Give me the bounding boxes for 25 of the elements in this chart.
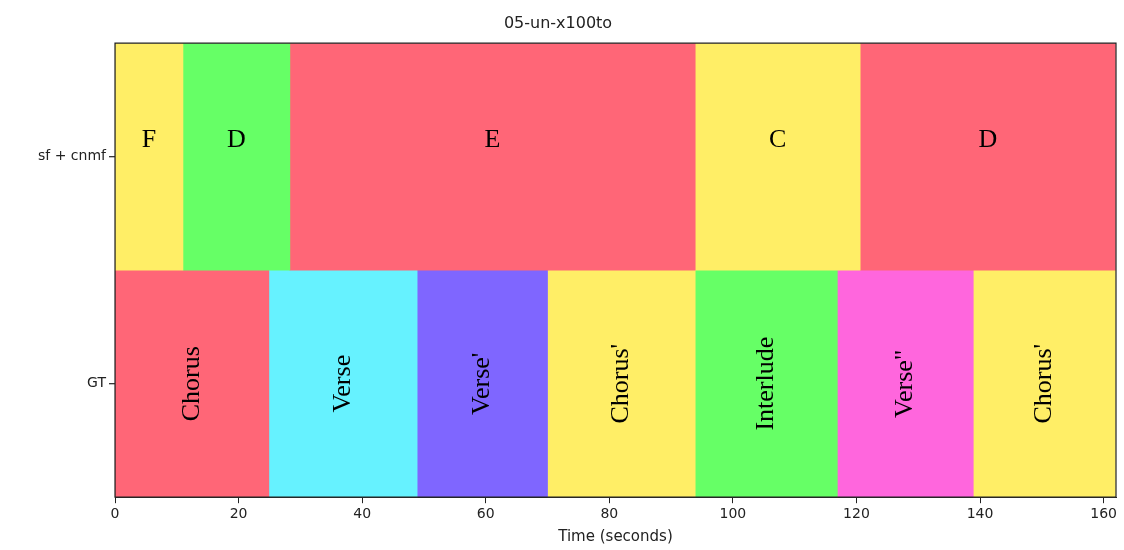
data-label: Chorus' [605, 343, 635, 424]
x-tick-label: 120 [843, 505, 870, 522]
x-tick-label: 60 [476, 505, 495, 522]
x-tick-label: 140 [966, 505, 994, 522]
chart-title: 05-un-x100to [503, 12, 613, 32]
x-tick-label: 100 [719, 505, 747, 522]
x-tick-label: 160 [1090, 505, 1118, 522]
data-label: Verse [326, 354, 356, 413]
data-label: E [484, 123, 501, 153]
data-label: F [141, 123, 157, 153]
data-label: C [769, 123, 787, 153]
data-label: Verse' [466, 352, 496, 415]
y-tick-label: GT [87, 374, 107, 391]
data-label: Chorus [175, 346, 205, 422]
y-tick-label: sf + cnmf [38, 147, 108, 164]
data-label: Verse" [889, 349, 919, 418]
data-label: D [978, 123, 998, 153]
x-tick-label: 40 [353, 505, 372, 522]
x-tick-label: 0 [110, 505, 120, 522]
x-tick-label: 20 [229, 505, 248, 522]
data-label: Chorus' [1028, 343, 1058, 424]
x-axis-title: Time (seconds) [557, 526, 673, 545]
x-tick-label: 80 [600, 505, 619, 522]
data-label: Interlude [750, 336, 780, 431]
data-label: D [227, 123, 246, 153]
